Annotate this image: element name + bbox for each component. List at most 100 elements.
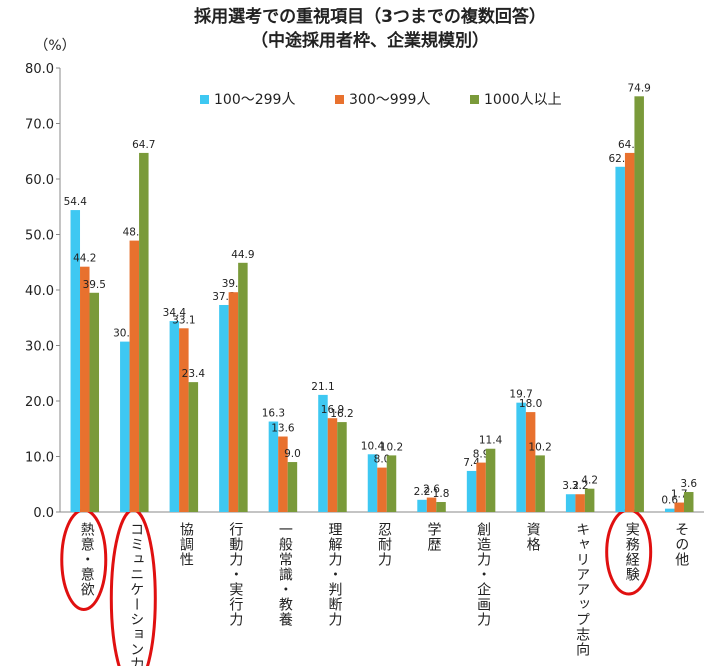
bar [476, 462, 486, 512]
bar [615, 166, 625, 513]
value-label: 10.2 [380, 441, 403, 453]
value-label: 10.4 [361, 440, 385, 452]
chart-subtitle: （中途採用者枠、企業規模別） [251, 30, 489, 51]
x-tick-label: 協調性 [178, 522, 194, 567]
value-label: 4.2 [581, 475, 598, 487]
bar [525, 412, 536, 512]
value-label: 2.6 [423, 484, 440, 496]
value-label: 74.9 [627, 82, 650, 94]
bar [139, 152, 149, 513]
x-tick-label: 行動力・実行力 [227, 522, 243, 627]
value-label: 54.4 [64, 196, 88, 208]
value-label: 0.6 [661, 495, 678, 507]
value-label: 16.2 [330, 408, 353, 420]
bar [386, 455, 397, 512]
bar [575, 494, 585, 512]
value-label: 1.7 [671, 489, 688, 501]
bar [664, 508, 675, 512]
value-label: 8.0 [374, 454, 391, 466]
bar [584, 488, 595, 512]
bar [80, 266, 90, 512]
legend-label: 1000人以上 [484, 92, 562, 108]
value-label: 18.0 [519, 398, 542, 410]
value-label: 11.4 [479, 435, 503, 447]
bar [287, 462, 298, 512]
bar [318, 394, 328, 512]
bar [188, 382, 199, 512]
bar [565, 494, 576, 512]
bar [634, 96, 644, 513]
value-label: 64.7 [132, 139, 155, 151]
bar [367, 454, 378, 512]
y-tick-label: 50.0 [25, 229, 54, 244]
x-tick-label: 熱意・意欲 [79, 522, 95, 597]
bar [268, 421, 279, 512]
bar [417, 499, 427, 512]
bar [89, 292, 100, 512]
y-tick-label: 60.0 [25, 173, 54, 188]
x-tick-label: 忍耐力 [376, 522, 392, 567]
value-label: 33.1 [172, 314, 195, 326]
bar [674, 502, 684, 512]
value-label: 2.2 [414, 486, 431, 498]
bar [120, 341, 130, 512]
value-label: 10.2 [528, 441, 551, 453]
y-unit: （%） [34, 38, 75, 54]
bar [169, 321, 180, 512]
y-tick-label: 30.0 [25, 340, 54, 355]
value-label: 7.4 [463, 457, 480, 469]
value-label: 23.4 [182, 368, 206, 380]
bar [278, 436, 288, 512]
bar [129, 240, 140, 513]
value-label: 21.1 [311, 381, 334, 393]
value-label: 39.5 [83, 279, 106, 291]
legend-swatch [335, 95, 344, 104]
bar [485, 448, 496, 512]
bar [179, 328, 189, 512]
value-label: 8.9 [473, 449, 490, 461]
x-tick-label: 資格 [525, 522, 541, 552]
bar [228, 292, 239, 512]
legend-label: 100〜299人 [214, 92, 295, 108]
value-label: 13.6 [271, 423, 295, 435]
bar [624, 152, 635, 513]
x-tick-label: その他 [673, 522, 689, 567]
chart-title: 採用選考での重視項目（3つまでの複数回答） [194, 6, 546, 27]
bar [426, 497, 437, 512]
value-label: 1.8 [433, 488, 450, 500]
x-tick-label: 学歴 [426, 522, 442, 552]
value-label: 19.7 [509, 389, 532, 401]
legend-swatch [470, 95, 479, 104]
bar [238, 262, 248, 512]
value-label: 3.2 [572, 480, 589, 492]
y-tick-label: 80.0 [25, 62, 54, 77]
x-tick-label: 実務経験 [624, 522, 640, 582]
x-tick-label: 理解力・判断力 [326, 522, 342, 627]
bar [516, 402, 526, 512]
x-tick-label: コミュニケーション力 [128, 522, 144, 666]
y-tick-label: 40.0 [25, 284, 54, 299]
x-tick-label: 創造力・企画力 [475, 522, 491, 627]
bar [327, 418, 338, 512]
bar [466, 470, 477, 512]
bar [377, 467, 387, 512]
y-tick-label: 20.0 [25, 395, 54, 410]
value-label: 9.0 [284, 448, 301, 460]
value-label: 34.4 [163, 307, 187, 319]
bar [337, 422, 347, 512]
x-tick-label: キャリアアップ志向 [574, 522, 590, 657]
value-label: 16.3 [262, 408, 285, 420]
bar [683, 492, 694, 512]
bar [535, 455, 545, 512]
y-tick-label: 10.0 [25, 451, 54, 466]
value-label: 44.2 [73, 253, 96, 265]
legend-label: 300〜999人 [349, 92, 430, 108]
value-label: 44.9 [231, 249, 254, 261]
bar [436, 502, 446, 512]
legend-swatch [200, 95, 209, 104]
value-label: 16.9 [321, 404, 344, 416]
y-tick-label: 0.0 [33, 506, 54, 521]
value-label: 3.6 [680, 478, 697, 490]
bar [70, 210, 81, 512]
